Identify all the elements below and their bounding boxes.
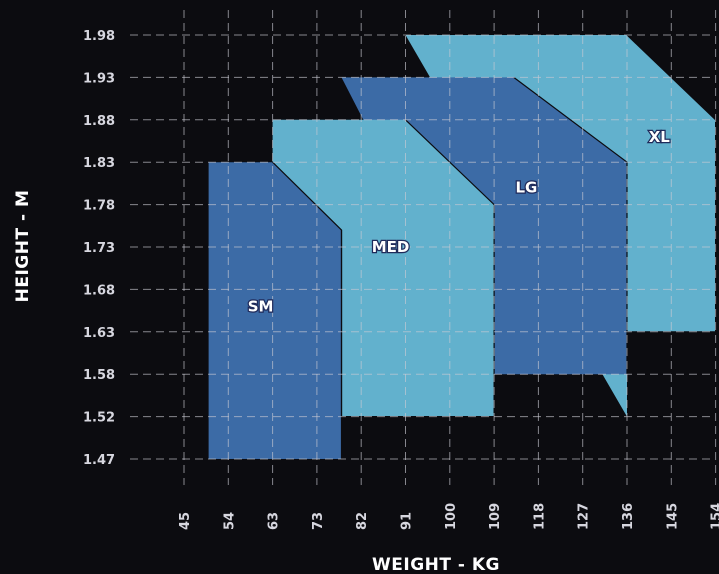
x-tick-label: 54 bbox=[222, 512, 237, 530]
x-axis-ticks: 45 54 63 73 82 91 100 109 118 127 136 145 154 bbox=[178, 503, 719, 530]
x-tick-label: 63 bbox=[267, 512, 282, 530]
x-tick-label: 127 bbox=[577, 503, 592, 530]
y-tick-label: 1.93 bbox=[83, 71, 115, 86]
x-axis-label: WEIGHT - KG bbox=[372, 555, 500, 574]
y-tick-label: 1.52 bbox=[83, 411, 115, 426]
x-tick-label: 100 bbox=[444, 503, 459, 530]
y-axis-label: HEIGHT - M bbox=[13, 190, 33, 303]
size-label-lg: LG bbox=[515, 179, 537, 197]
size-regions bbox=[208, 35, 716, 459]
y-tick-label: 1.47 bbox=[83, 453, 115, 468]
y-tick-label: 1.78 bbox=[83, 199, 115, 214]
y-tick-label: 1.98 bbox=[83, 29, 115, 44]
region-sm bbox=[208, 162, 342, 459]
region-med bbox=[272, 119, 495, 417]
size-labels: XL LG MED SM bbox=[246, 127, 671, 317]
y-tick-label: 1.58 bbox=[83, 368, 115, 383]
y-tick-label: 1.63 bbox=[83, 326, 115, 341]
x-tick-label: 118 bbox=[532, 503, 547, 530]
x-tick-label: 109 bbox=[488, 503, 503, 530]
y-tick-label: 1.68 bbox=[83, 283, 115, 298]
size-label-med: MED bbox=[372, 238, 410, 256]
x-tick-label: 136 bbox=[621, 503, 636, 530]
y-axis-ticks: 1.98 1.93 1.88 1.83 1.78 1.73 1.68 1.63 1.58 1.52… bbox=[83, 29, 115, 468]
y-tick-label: 1.88 bbox=[83, 114, 115, 129]
size-label-xl: XL bbox=[649, 128, 671, 146]
x-tick-label: 145 bbox=[665, 503, 680, 530]
x-tick-label: 73 bbox=[311, 512, 326, 530]
x-tick-label: 45 bbox=[178, 512, 193, 530]
grid bbox=[130, 10, 717, 485]
x-tick-label: 154 bbox=[710, 503, 719, 530]
y-tick-label: 1.73 bbox=[83, 241, 115, 256]
x-tick-label: 82 bbox=[355, 512, 370, 530]
y-tick-label: 1.83 bbox=[83, 156, 115, 171]
size-label-sm: SM bbox=[248, 297, 274, 315]
region-edge-sm bbox=[272, 161, 343, 459]
x-tick-label: 91 bbox=[400, 512, 415, 530]
